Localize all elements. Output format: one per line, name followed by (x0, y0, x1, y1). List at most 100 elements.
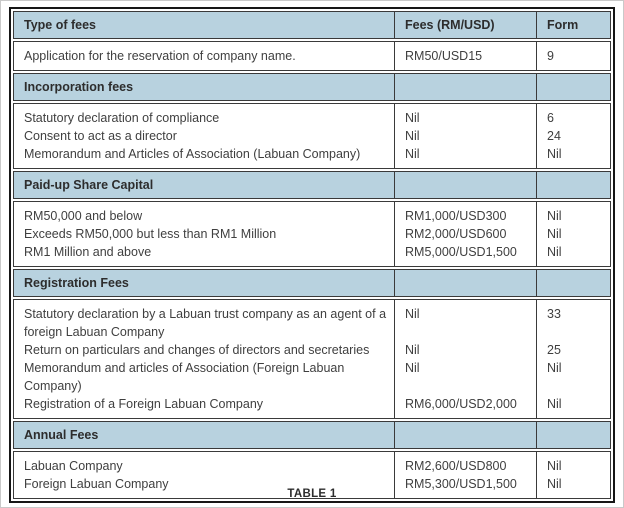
section-header-fee-cell (395, 74, 537, 100)
table-row: Application for the reservation of compa… (14, 47, 610, 65)
fee-amount-value: RM50/USD15 (405, 49, 483, 63)
fee-type-label: Statutory declaration by a Labuan trust … (24, 307, 387, 339)
fee-amount-value: RM5,300/USD1,500 (405, 477, 517, 491)
table-row: Foreign Labuan Company RM5,300/USD1,500 Ni… (14, 475, 610, 493)
column-divider (394, 104, 395, 168)
fee-amount-value: Nil (405, 343, 420, 357)
fee-amount-value: Nil (405, 147, 420, 161)
fee-type-label: Foreign Labuan Company (24, 477, 169, 491)
section-header-line: Annual Fees (14, 422, 610, 448)
table-row: Registration of a Foreign Labuan Company… (14, 395, 610, 413)
fee-type-label: Statutory declaration of compliance (24, 111, 220, 125)
column-header-fees: Fees (RM/USD) (405, 18, 495, 32)
column-divider (394, 452, 395, 498)
form-number-value: Nil (547, 227, 562, 241)
form-number-value: Nil (547, 397, 562, 411)
fee-type-label: Memorandum and Articles of Association (… (24, 147, 361, 161)
table-row: Memorandum and articles of Association (… (14, 359, 610, 395)
fee-amount-value: Nil (405, 361, 420, 375)
table-row-group: RM50,000 and below RM1,000/USD300 Nil Excee… (13, 201, 611, 267)
column-divider (394, 422, 395, 448)
table-row: Labuan Company RM2,600/USD800 Nil (14, 457, 610, 475)
table-row: Statutory declaration by a Labuan trust … (14, 305, 610, 341)
column-divider (536, 12, 537, 38)
fee-amount-value: Nil (405, 111, 420, 125)
column-header-type-of-fees: Type of fees (24, 18, 97, 32)
column-header-line: Type of fees Fees (RM/USD) Form (14, 12, 610, 38)
section-header-row: Annual Fees (13, 421, 611, 449)
column-divider (536, 452, 537, 498)
column-divider (394, 42, 395, 70)
section-header-label: Paid-up Share Capital (24, 178, 154, 192)
table-caption: TABLE 1 (287, 488, 337, 500)
fee-type-label: Exceeds RM50,000 but less than RM1 Milli… (24, 227, 277, 241)
fee-type-label: Labuan Company (24, 459, 123, 473)
section-header-row: Incorporation fees (13, 73, 611, 101)
section-header-fee-cell (395, 270, 537, 296)
column-divider (536, 172, 537, 198)
table-row-group: Statutory declaration of compliance Nil 6 C… (13, 103, 611, 169)
column-divider (394, 172, 395, 198)
fee-type-label: RM1 Million and above (24, 245, 152, 259)
table-row: Return on particulars and changes of dir… (14, 341, 610, 359)
fee-amount-value: RM2,600/USD800 (405, 459, 507, 473)
form-number-value: 24 (547, 129, 561, 143)
table-row-group: Statutory declaration by a Labuan trust … (13, 299, 611, 419)
fee-amount-value: RM5,000/USD1,500 (405, 245, 517, 259)
form-number-value: Nil (547, 147, 562, 161)
table-row-group: Application for the reservation of compa… (13, 41, 611, 71)
form-number-value: Nil (547, 459, 562, 473)
fee-amount-value: Nil (405, 129, 420, 143)
column-divider (394, 270, 395, 296)
section-header-row: Paid-up Share Capital (13, 171, 611, 199)
fee-type-label: RM50,000 and below (24, 209, 143, 223)
fee-amount-value: Nil (405, 307, 420, 321)
section-header-line: Registration Fees (14, 270, 610, 296)
table-row: Exceeds RM50,000 but less than RM1 Milli… (14, 225, 610, 243)
table-row: Consent to act as a director Nil 24 (14, 127, 610, 145)
form-number-value: Nil (547, 477, 562, 491)
table-column-header-row: Type of fees Fees (RM/USD) Form (13, 11, 611, 39)
table-row: RM1 Million and above RM5,000/USD1,500 Nil (14, 243, 610, 261)
column-divider (394, 74, 395, 100)
table-row-group: Labuan Company RM2,600/USD800 Nil Foreign L… (13, 451, 611, 499)
form-number-value: 33 (547, 307, 561, 321)
form-number-value: Nil (547, 245, 562, 259)
fee-amount-value: RM1,000/USD300 (405, 209, 507, 223)
section-header-fee-cell (395, 422, 537, 448)
form-number-value: Nil (547, 361, 562, 375)
section-header-line: Incorporation fees (14, 74, 610, 100)
table-row: RM50,000 and below RM1,000/USD300 Nil (14, 207, 610, 225)
column-divider (536, 422, 537, 448)
column-divider (536, 42, 537, 70)
section-header-fee-cell (395, 172, 537, 198)
column-divider (536, 74, 537, 100)
column-divider (536, 270, 537, 296)
fee-type-label: Return on particulars and changes of dir… (24, 343, 370, 357)
column-divider (394, 300, 395, 418)
section-header-form-cell (537, 422, 610, 448)
section-header-label: Registration Fees (24, 276, 129, 290)
fee-amount-value: RM2,000/USD600 (405, 227, 507, 241)
form-number-value: 25 (547, 343, 561, 357)
fee-amount-value: RM6,000/USD2,000 (405, 397, 517, 411)
column-divider (394, 202, 395, 266)
fee-type-label: Application for the reservation of compa… (24, 49, 296, 63)
section-header-label: Annual Fees (24, 428, 99, 442)
section-header-line: Paid-up Share Capital (14, 172, 610, 198)
section-header-form-cell (537, 270, 610, 296)
column-divider (536, 300, 537, 418)
section-header-form-cell (537, 74, 610, 100)
column-header-form: Form (547, 18, 579, 32)
fees-table: Type of fees Fees (RM/USD) Form Applicat… (9, 7, 615, 503)
table-row: Memorandum and Articles of Association (… (14, 145, 610, 163)
table-row: Statutory declaration of compliance Nil 6 (14, 109, 610, 127)
section-header-form-cell (537, 172, 610, 198)
form-number-value: 6 (547, 111, 554, 125)
column-divider (536, 104, 537, 168)
fee-type-label: Registration of a Foreign Labuan Company (24, 397, 264, 411)
fee-type-label: Memorandum and articles of Association (… (24, 361, 345, 393)
section-header-row: Registration Fees (13, 269, 611, 297)
section-header-label: Incorporation fees (24, 80, 134, 94)
